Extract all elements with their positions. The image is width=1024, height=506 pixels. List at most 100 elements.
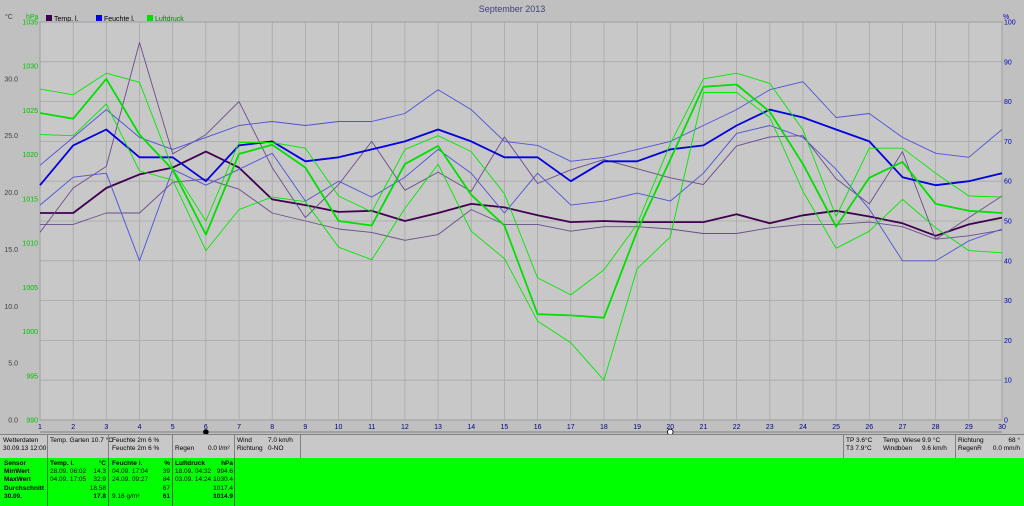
day-tick-label: 13 bbox=[434, 424, 442, 431]
day-tick-label: 16 bbox=[534, 424, 542, 431]
humidity-axis-ticks: 0 10 20 30 40 50 60 70 80 90 100 bbox=[1004, 20, 1016, 425]
info-regenr-value: 0.0 mm/h bbox=[992, 445, 1020, 452]
info-wetterdaten: Wetterdaten bbox=[3, 437, 39, 444]
info-richtung2-labels: Richtung RegenR bbox=[958, 437, 984, 453]
info-wind-value: 7.0 km/h bbox=[268, 437, 293, 444]
stats-luft-avg: 1017.4 bbox=[213, 484, 233, 492]
divider bbox=[300, 435, 301, 459]
humidity-tick-label: 100 bbox=[1004, 20, 1016, 27]
stats-temp-min: 14.3 bbox=[93, 468, 106, 476]
humidity-tick-label: 0 bbox=[1004, 418, 1008, 425]
humidity-tick-label: 50 bbox=[1004, 219, 1012, 226]
day-tick-label: 10 bbox=[335, 424, 343, 431]
open-day-marker[interactable] bbox=[667, 428, 674, 434]
temp-tick-label: 30.0 bbox=[4, 76, 18, 83]
info-tp-t3: TP 3.6°C T3 7.9°C bbox=[846, 437, 872, 453]
day-tick-label: 5 bbox=[171, 424, 175, 431]
stats-temp-avg: 18.58 bbox=[89, 484, 106, 492]
filled-day-marker[interactable] bbox=[203, 429, 209, 434]
hpa-tick-label: 1000 bbox=[22, 329, 38, 336]
stats-feuchte-unit: % bbox=[164, 460, 170, 467]
stats-row-labels: Sensor MinWert MaxWert Durchschnitt 30.0… bbox=[4, 460, 44, 501]
info-t3: T3 7.9°C bbox=[846, 445, 872, 452]
info-wiese-values: 9.9 °C 9.6 km/h bbox=[922, 437, 947, 453]
day-tick-label: 30 bbox=[998, 424, 1006, 431]
divider bbox=[955, 435, 956, 459]
day-tick-label: 1 bbox=[38, 424, 42, 431]
current-values-bar: Wetterdaten 30.09.13 12:00 Temp. Garten … bbox=[0, 434, 1024, 459]
humidity-tick-label: 60 bbox=[1004, 179, 1012, 186]
divider bbox=[172, 435, 173, 459]
info-wind: Wind Richtung bbox=[237, 437, 263, 453]
humidity-tick-label: 30 bbox=[1004, 298, 1012, 305]
day-tick-label: 11 bbox=[368, 424, 375, 431]
temp-tick-label: 10.0 bbox=[4, 304, 18, 311]
chart-grid bbox=[39, 21, 1003, 421]
day-tick-label: 27 bbox=[899, 424, 907, 431]
legend-swatch-temp bbox=[46, 15, 52, 21]
series-line-temp-l- bbox=[40, 150, 1003, 237]
legend-label-temp: Temp. l. bbox=[54, 16, 79, 23]
stats-feuchte-vals: % 39 84 67 61 bbox=[150, 460, 170, 501]
divider bbox=[47, 458, 48, 506]
statistics-panel: Sensor MinWert MaxWert Durchschnitt 30.0… bbox=[0, 458, 1024, 506]
hpa-tick-label: 1005 bbox=[22, 285, 38, 292]
info-richtung-label: Richtung bbox=[237, 445, 263, 452]
info-feuchte-1: Feuchte 2m 6 % bbox=[112, 437, 160, 444]
chart-title: September 2013 bbox=[479, 4, 546, 14]
series-line-temp-min bbox=[40, 178, 1003, 241]
stats-temp-vals: °C 14.3 32.9 18.58 17.8 bbox=[78, 460, 106, 501]
right-axis-unit: % bbox=[1003, 14, 1009, 21]
day-tick-label: 12 bbox=[401, 424, 409, 431]
day-tick-label: 28 bbox=[932, 424, 940, 431]
stats-feuchte-blank bbox=[112, 485, 148, 493]
day-tick-label: 21 bbox=[700, 424, 708, 431]
day-tick-label: 7 bbox=[237, 424, 241, 431]
stats-feuchte-header: Feuchte l. bbox=[112, 460, 143, 467]
day-tick-label: 23 bbox=[766, 424, 774, 431]
hpa-tick-label: 1035 bbox=[22, 20, 38, 27]
day-tick-label: 19 bbox=[633, 424, 641, 431]
temp-tick-label: 25.0 bbox=[4, 133, 18, 140]
divider bbox=[234, 435, 235, 459]
stats-temp-max-time: 04.09. 17:05 bbox=[50, 476, 87, 484]
hpa-tick-label: 1015 bbox=[22, 196, 38, 203]
stats-luft-today: 1014.9 bbox=[213, 492, 233, 500]
stats-feuchte-avg: 67 bbox=[162, 484, 170, 492]
info-feuchte: Feuchte 2m 6 % Feuchte 2m 6 % bbox=[112, 437, 159, 453]
stats-label: Durchschnitt bbox=[4, 484, 45, 492]
info-richtung-value: 0-NO bbox=[268, 445, 284, 452]
day-tick-label: 15 bbox=[501, 424, 509, 431]
info-wiese-labels: Temp. Wiese Windböen bbox=[883, 437, 921, 453]
stats-label: 30.09. bbox=[4, 492, 23, 500]
legend-swatch-luftdruck bbox=[147, 15, 153, 21]
day-tick-label: 4 bbox=[138, 424, 142, 431]
legend-swatch-feuchte bbox=[96, 15, 102, 21]
stats-feuchte-max: 84 bbox=[162, 476, 170, 484]
series-line-luftdruck-min bbox=[39, 92, 1003, 381]
day-tick-label: 8 bbox=[270, 424, 274, 431]
info-regen-value: 0.0 l/m² bbox=[208, 445, 230, 452]
stats-luft-max-time: 03.09. 14:24 bbox=[175, 476, 212, 484]
info-temp-wiese-label: Temp. Wiese bbox=[883, 437, 921, 444]
stats-luft-vals: hPa 994.6 1030.4 1017.4 1014.9 bbox=[206, 460, 233, 501]
info-richtung2-values: 68 ° 0.0 mm/h bbox=[986, 437, 1020, 453]
hpa-tick-label: 1030 bbox=[22, 64, 38, 71]
series-line-feuchte-l- bbox=[39, 108, 1003, 187]
legend-label-feuchte: Feuchte l. bbox=[104, 16, 135, 23]
day-tick-label: 9 bbox=[303, 424, 307, 431]
series-line-feuchte-max bbox=[39, 81, 1003, 166]
day-tick-label: 24 bbox=[799, 424, 807, 431]
temp-tick-label: 15.0 bbox=[4, 247, 18, 254]
stats-temp-max: 32.9 bbox=[93, 476, 106, 484]
stats-feuchte-today: 61 bbox=[162, 492, 170, 500]
day-tick-label: 18 bbox=[600, 424, 608, 431]
day-tick-label: 20 bbox=[666, 424, 674, 431]
series-group bbox=[39, 42, 1003, 381]
info-richtung2-value: 68 ° bbox=[1008, 437, 1020, 444]
day-tick-label: 14 bbox=[467, 424, 475, 431]
stats-luft-unit: hPa bbox=[221, 460, 233, 467]
hpa-axis-ticks: 990 995 1000 1005 1010 1015 1020 1025 1030 1035 bbox=[22, 20, 38, 425]
day-tick-label: 17 bbox=[567, 424, 575, 431]
stats-temp-unit: °C bbox=[98, 460, 106, 467]
